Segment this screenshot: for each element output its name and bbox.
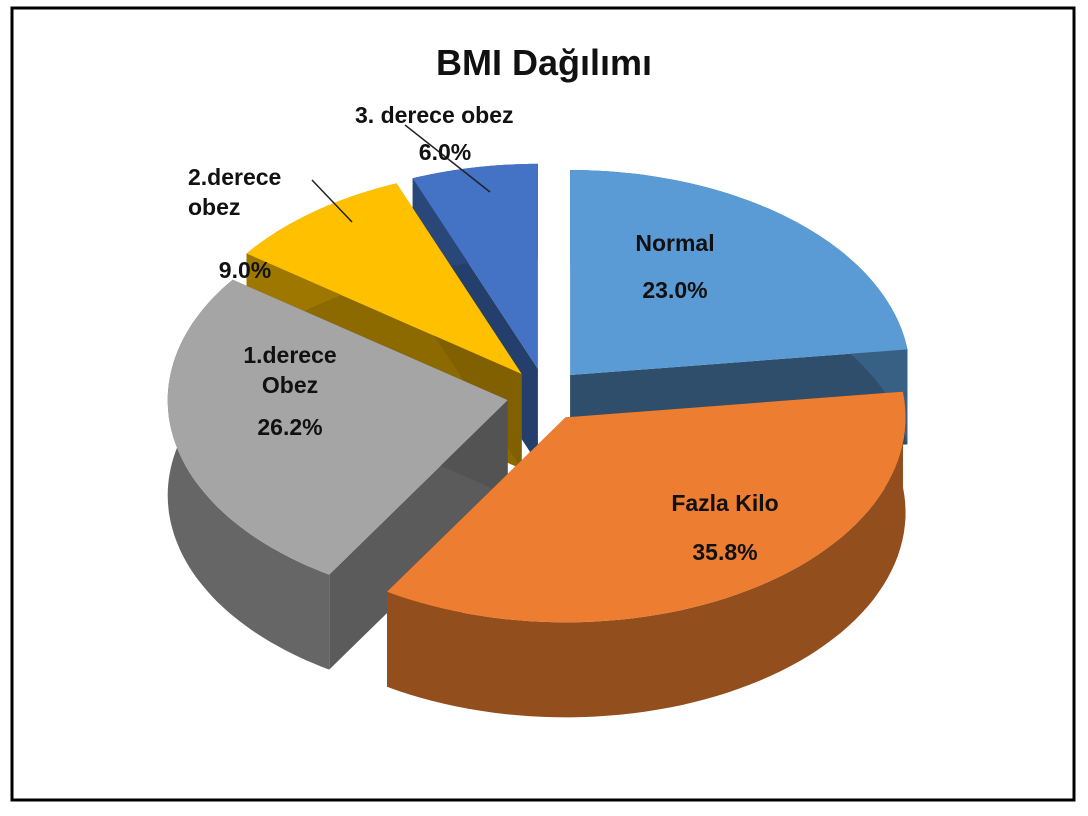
leader-line bbox=[404, 124, 491, 193]
pie-slice bbox=[387, 391, 906, 623]
slice-label: 1.derece Obez bbox=[243, 342, 337, 398]
slice-label: 3. derece obez bbox=[355, 102, 514, 128]
pie-slice bbox=[167, 279, 508, 575]
pie-slice bbox=[246, 183, 522, 374]
slice-side bbox=[387, 391, 906, 718]
value-label: 35.8% bbox=[692, 539, 758, 565]
pie-slice bbox=[570, 170, 908, 375]
pie-slice bbox=[412, 163, 538, 369]
value-label: 6.0% bbox=[418, 139, 472, 165]
slice-label: Fazla Kilo bbox=[671, 490, 779, 516]
chart-title: BMI Dağılımı bbox=[435, 42, 653, 83]
value-label: 23.0% bbox=[642, 277, 708, 303]
value-label: 9.0% bbox=[218, 257, 272, 283]
pie bbox=[167, 163, 908, 718]
slice-label: 2.derece obez bbox=[188, 164, 282, 220]
leader-line bbox=[311, 179, 353, 223]
slice-label: Normal bbox=[635, 230, 715, 256]
value-label: 26.2% bbox=[257, 414, 323, 440]
